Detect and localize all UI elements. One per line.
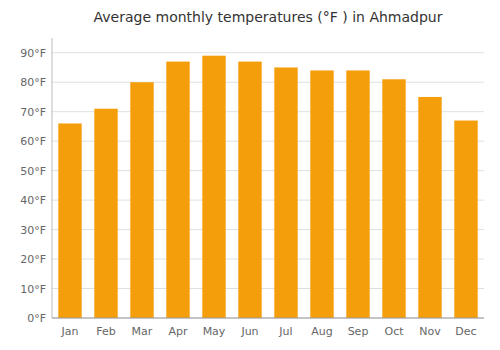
y-tick-label: 20°F (20, 253, 46, 266)
x-tick-label: Aug (311, 325, 332, 338)
grid-line (52, 52, 484, 53)
bar (274, 67, 297, 318)
bar (58, 123, 81, 318)
y-tick-label: 10°F (20, 283, 46, 296)
grid (52, 53, 484, 318)
grid-line (52, 82, 484, 83)
x-tick-label: Jun (240, 325, 258, 338)
x-axis: Jan Feb Mar Apr May Jun Jul Aug Sep Oct Nov Dec (52, 318, 484, 338)
x-tick-label: Feb (96, 325, 115, 338)
x-tick-label: Oct (384, 325, 404, 338)
bar (310, 70, 333, 318)
y-tick-label: 60°F (20, 135, 46, 148)
bar (94, 109, 117, 318)
x-tick-label: Jul (278, 325, 292, 338)
bar (382, 79, 405, 318)
x-tick-label: Jan (61, 325, 79, 338)
y-tick-label: 50°F (20, 165, 46, 178)
chart-svg: Average monthly temperatures (°F ) in Ah… (0, 0, 500, 350)
x-tick-label: Mar (132, 325, 153, 338)
bars (58, 56, 477, 318)
bar (130, 82, 153, 318)
x-tick-label: Sep (348, 325, 369, 338)
bar (418, 97, 441, 318)
y-tick-label: 0°F (27, 312, 46, 325)
grid-line (52, 318, 484, 319)
bar (238, 62, 261, 318)
y-tick-label: 30°F (20, 224, 46, 237)
x-tick-label: Nov (419, 325, 441, 338)
chart-container: Average monthly temperatures (°F ) in Ah… (0, 0, 500, 350)
y-tick-label: 90°F (20, 47, 46, 60)
x-tick-label: Dec (455, 325, 476, 338)
y-tick-label: 40°F (20, 194, 46, 207)
bar (202, 56, 225, 318)
bar (166, 62, 189, 318)
y-axis-line (52, 38, 53, 318)
x-axis-line (52, 318, 484, 319)
title: Average monthly temperatures (°F ) in Ah… (94, 9, 443, 25)
y-tick-label: 80°F (20, 76, 46, 89)
y-axis: 0°F 10°F 20°F 30°F 40°F 50°F 60°F 70°F 80°F 90°F (20, 38, 52, 325)
x-tick-label: Apr (168, 325, 188, 338)
y-tick-label: 70°F (20, 106, 46, 119)
x-tick-label: May (203, 325, 226, 338)
bar (346, 70, 369, 318)
bar (454, 121, 477, 318)
